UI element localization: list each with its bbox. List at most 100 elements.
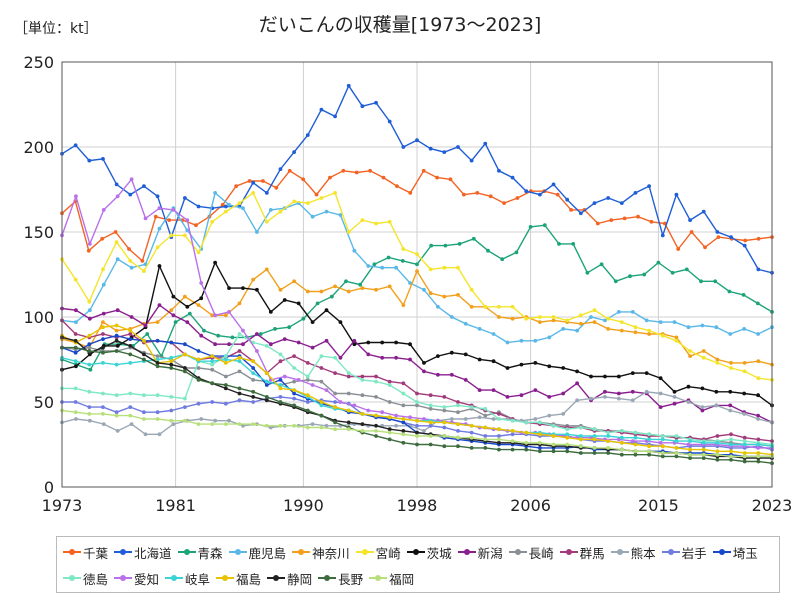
data-point: [688, 447, 692, 452]
data-point: [387, 119, 392, 124]
axes: [61, 61, 773, 488]
data-point: [264, 379, 269, 384]
data-point: [169, 408, 174, 413]
data-point: [333, 420, 337, 425]
legend-item: 熊本: [610, 541, 656, 563]
data-point: [86, 248, 91, 253]
data-point: [537, 192, 542, 197]
data-point: [428, 423, 433, 428]
data-point: [415, 434, 419, 438]
data-point: [449, 350, 454, 355]
data-point: [592, 201, 597, 206]
data-point: [497, 412, 501, 416]
data-point: [633, 452, 638, 457]
data-point: [101, 345, 105, 350]
data-point: [401, 440, 406, 445]
data-point: [674, 439, 679, 443]
data-point: [729, 437, 733, 442]
series-愛知: [60, 177, 774, 450]
data-point: [401, 429, 406, 433]
data-point: [292, 366, 297, 370]
data-point: [374, 395, 378, 399]
data-point: [658, 391, 663, 396]
data-point: [101, 320, 105, 324]
data-point: [292, 388, 297, 392]
data-point: [628, 274, 632, 279]
data-point: [210, 381, 215, 386]
data-point: [469, 446, 474, 450]
data-point: [686, 400, 691, 404]
data-point: [672, 401, 677, 406]
data-point: [223, 354, 228, 358]
data-point: [701, 209, 706, 214]
data-point: [352, 342, 357, 347]
data-point: [145, 332, 150, 336]
data-point: [415, 430, 419, 435]
data-point: [415, 400, 419, 404]
data-point: [592, 308, 597, 313]
data-point: [155, 410, 160, 415]
data-point: [395, 184, 399, 189]
data-point: [647, 452, 652, 457]
y-tick-label: 200: [23, 138, 54, 157]
data-point: [401, 420, 406, 425]
data-point: [227, 202, 231, 207]
data-point: [374, 221, 378, 226]
data-point: [210, 422, 215, 426]
data-point: [497, 434, 501, 438]
data-point: [155, 338, 160, 343]
data-point: [338, 355, 343, 360]
data-point: [715, 440, 720, 445]
data-point: [157, 432, 162, 437]
data-point: [202, 328, 206, 333]
legend-item: 宮崎: [355, 541, 401, 563]
data-point: [483, 425, 488, 430]
legend-label: 長野: [338, 571, 364, 587]
data-point: [500, 257, 505, 262]
data-point: [660, 434, 665, 438]
data-point: [491, 359, 496, 364]
data-point: [644, 371, 649, 375]
data-point: [310, 422, 315, 426]
data-point: [658, 440, 663, 445]
data-point: [578, 211, 583, 216]
data-point: [101, 282, 106, 287]
legend-label: 徳島: [83, 571, 109, 587]
legend-item: 千葉: [63, 541, 108, 563]
data-point: [344, 279, 348, 284]
legend-item: 新潟: [457, 541, 503, 563]
data-point: [742, 369, 747, 374]
data-point: [421, 168, 426, 173]
data-point: [603, 389, 607, 394]
data-point: [674, 335, 679, 340]
data-point: [756, 236, 761, 241]
data-point: [606, 316, 611, 321]
data-point: [619, 440, 624, 445]
data-point: [157, 206, 162, 211]
data-point: [223, 209, 228, 214]
data-point: [346, 371, 351, 375]
data-point: [346, 420, 351, 425]
legend-item: 青森: [177, 541, 223, 563]
data-point: [415, 269, 419, 273]
data-point: [227, 342, 231, 347]
data-point: [475, 191, 480, 195]
data-point: [264, 267, 269, 272]
data-point: [261, 179, 265, 183]
data-point: [241, 342, 245, 347]
data-point: [616, 437, 621, 442]
data-point: [155, 364, 160, 369]
data-point: [380, 340, 385, 345]
data-point: [310, 345, 315, 350]
data-point: [354, 170, 359, 175]
y-tick-label: 50: [34, 393, 54, 412]
data-point: [101, 267, 105, 272]
data-point: [346, 83, 351, 88]
data-point: [619, 452, 624, 457]
data-point: [182, 418, 187, 423]
data-point: [756, 437, 761, 442]
data-point: [729, 361, 733, 365]
data-point: [129, 177, 134, 182]
legend-label: 新潟: [477, 545, 503, 561]
data-point: [547, 395, 552, 399]
